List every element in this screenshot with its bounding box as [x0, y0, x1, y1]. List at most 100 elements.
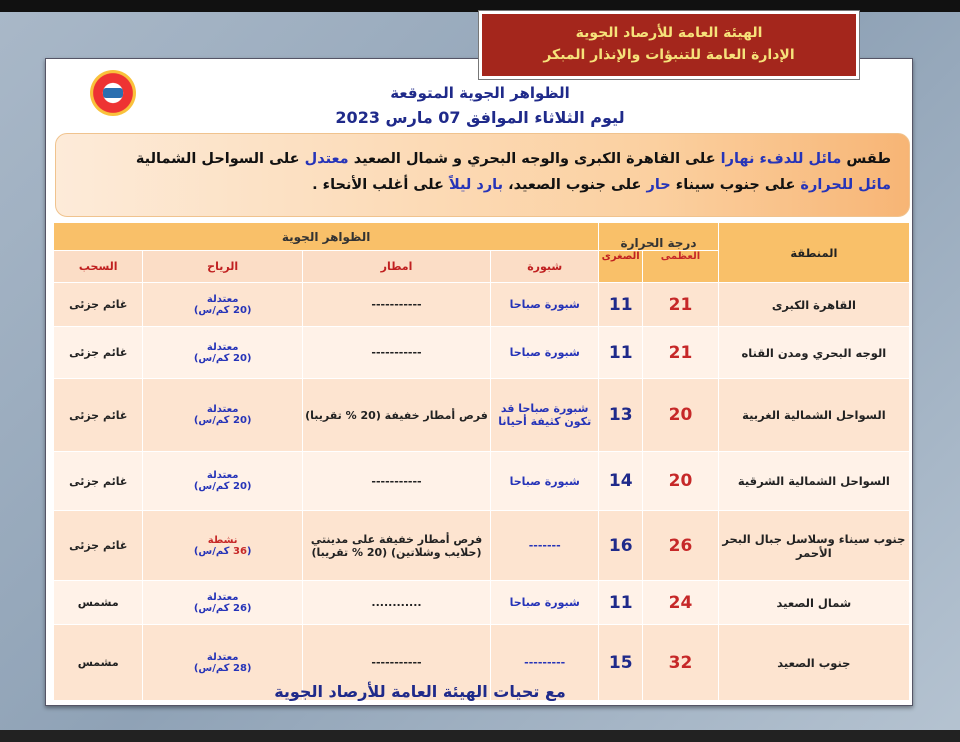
fog-cell: ---------: [490, 624, 600, 701]
max-temp-cell: 32: [642, 624, 719, 701]
cloud-cell: غائم جزئى: [52, 282, 144, 327]
wind-speed: 36: [232, 545, 247, 557]
region-cell: السواحل الشمالية الغربية: [717, 378, 911, 452]
min-temp-cell: 16: [598, 510, 644, 581]
min-temp-cell: 14: [598, 451, 644, 511]
region-cell: القاهرة الكبرى: [717, 282, 911, 327]
max-temp-cell: 24: [642, 580, 719, 625]
wind-cell: نشطة (36 كم/س): [142, 510, 303, 581]
min-temp-cell: 11: [598, 580, 644, 625]
col-min: الصغرى: [598, 250, 644, 283]
wind-cell: معتدلة (20 كم/س): [142, 282, 303, 327]
wind-unit: كم/س: [198, 304, 230, 316]
rain-cell: فرص أمطار خفيفة (20 % تقريبا): [301, 378, 492, 452]
top-bar: [0, 0, 960, 12]
max-temp-cell: 21: [642, 326, 719, 379]
weather-summary: طقس مائل للدفء نهارا على القاهرة الكبرى …: [55, 133, 910, 217]
table-row: جنوب سيناء وسلاسل جبال البحر الأحمر 26 1…: [52, 510, 911, 581]
wind-speed: 26: [232, 602, 247, 614]
max-temp-cell: 20: [642, 451, 719, 511]
rain-cell: -----------: [301, 282, 492, 327]
fog-cell: شبورة صباحا: [490, 580, 600, 625]
dept-name: الإدارة العامة للتنبؤات والإنذار المبكر: [543, 47, 795, 63]
col-region: المنطقة: [717, 222, 911, 283]
fog-cell: -------: [490, 510, 600, 581]
rain-cell: فرص أمطار خفيفة على مدينتي (حلايب وشلاتي…: [301, 510, 492, 581]
summary-highlight: بارد ليلاً: [448, 177, 504, 193]
max-temp-cell: 21: [642, 282, 719, 327]
region-cell: الوجه البحري ومدن القناه: [717, 326, 911, 379]
wind-speed: 20: [232, 415, 247, 426]
cloud-cell: غائم جزئى: [52, 510, 144, 581]
wind-cell: معتدلة (20 كم/س): [142, 378, 303, 452]
wind-unit: كم/س: [198, 415, 230, 426]
wind-desc: نشطة: [207, 534, 238, 546]
col-wind: الرياح: [142, 250, 303, 283]
region-cell: جنوب سيناء وسلاسل جبال البحر الأحمر: [717, 510, 911, 581]
wind-unit: كم/س: [198, 481, 230, 492]
rain-cell: -----------: [301, 451, 492, 511]
wind-desc: معتدلة: [206, 651, 239, 663]
wind-cell: معتدلة (20 كم/س): [142, 326, 303, 379]
wind-speed: 28: [232, 662, 247, 674]
wind-speed: 20: [232, 352, 247, 364]
bottom-bar: [0, 730, 960, 742]
wind-desc: معتدلة: [206, 591, 239, 603]
table-row: شمال الصعيد 24 11 شبورة صباحا ..........…: [52, 580, 911, 625]
summary-highlight: معتدل: [304, 151, 349, 167]
min-temp-cell: 13: [598, 378, 644, 452]
table-row: القاهرة الكبرى 21 11 شبورة صباحا -------…: [52, 282, 911, 327]
forecast-table: المنطقة درجة الحرارة الظواهر الجوية العظ…: [52, 222, 911, 701]
cloud-cell: غائم جزئى: [52, 326, 144, 379]
summary-highlight: حار: [646, 177, 671, 193]
wind-desc: معتدلة: [206, 341, 239, 353]
summary-text: على جنوب سيناء: [670, 177, 801, 193]
wind-unit: كم/س: [198, 352, 230, 364]
wind-cell: معتدلة (28 كم/س): [142, 624, 303, 701]
fog-cell: شبورة صباحا: [490, 326, 600, 379]
col-cloud: السحب: [52, 250, 144, 283]
ema-logo: [90, 70, 136, 116]
summary-highlight: مائل للدفء نهارا: [720, 151, 842, 167]
max-temp-cell: 20: [642, 378, 719, 452]
col-rain: امطار: [301, 250, 492, 283]
summary-text: على جنوب الصعيد،: [503, 177, 647, 193]
wind-unit: كم/س: [198, 662, 230, 674]
region-cell: جنوب الصعيد: [717, 624, 911, 701]
rain-cell: ............: [301, 580, 492, 625]
wind-cell: معتدلة (26 كم/س): [142, 580, 303, 625]
table-row: السواحل الشمالية الشرقية 20 14 شبورة صبا…: [52, 451, 911, 511]
col-max: العظمى: [642, 250, 719, 283]
wind-desc: معتدلة: [206, 293, 239, 305]
table-row: جنوب الصعيد 32 15 --------- ----------- …: [52, 624, 911, 701]
max-temp-cell: 26: [642, 510, 719, 581]
min-temp-cell: 11: [598, 326, 644, 379]
page-title: الظواهر الجوية المتوقعة: [390, 84, 570, 102]
table-row: السواحل الشمالية الغربية 20 13 شبورة صبا…: [52, 378, 911, 452]
footer-greeting: مع تحيات الهيئة العامة للأرصاد الجوية: [274, 682, 566, 701]
org-name: الهيئة العامة للأرصاد الجوية: [575, 25, 763, 41]
org-banner: الهيئة العامة للأرصاد الجوية الإدارة الع…: [478, 10, 860, 80]
summary-text: على القاهرة الكبرى والوجه البحري و شمال …: [348, 151, 721, 167]
wind-desc: معتدلة: [206, 470, 239, 481]
cloud-cell: مشمس: [52, 624, 144, 701]
wind-speed: 20: [232, 304, 247, 316]
fog-cell: شبورة صباحا قد تكون كثيفة أحيانا: [490, 378, 600, 452]
summary-text: على أغلب الأنحاء .: [312, 177, 449, 193]
cloud-cell: غائم جزئى: [52, 451, 144, 511]
wind-speed: 20: [232, 481, 247, 492]
col-fog: شبورة: [490, 250, 600, 283]
region-cell: شمال الصعيد: [717, 580, 911, 625]
rain-cell: -----------: [301, 326, 492, 379]
cloud-cell: مشمس: [52, 580, 144, 625]
wind-unit: كم/س: [198, 545, 230, 557]
wind-unit: كم/س: [198, 602, 230, 614]
summary-text: طقس: [841, 151, 891, 167]
wind-cell: معتدلة (20 كم/س): [142, 451, 303, 511]
wind-desc: معتدلة: [206, 404, 239, 415]
region-cell: السواحل الشمالية الشرقية: [717, 451, 911, 511]
summary-highlight: مائل للحرارة: [800, 177, 891, 193]
col-phenomena: الظواهر الجوية: [52, 222, 600, 251]
min-temp-cell: 15: [598, 624, 644, 701]
summary-text: على السواحل الشمالية: [135, 151, 305, 167]
